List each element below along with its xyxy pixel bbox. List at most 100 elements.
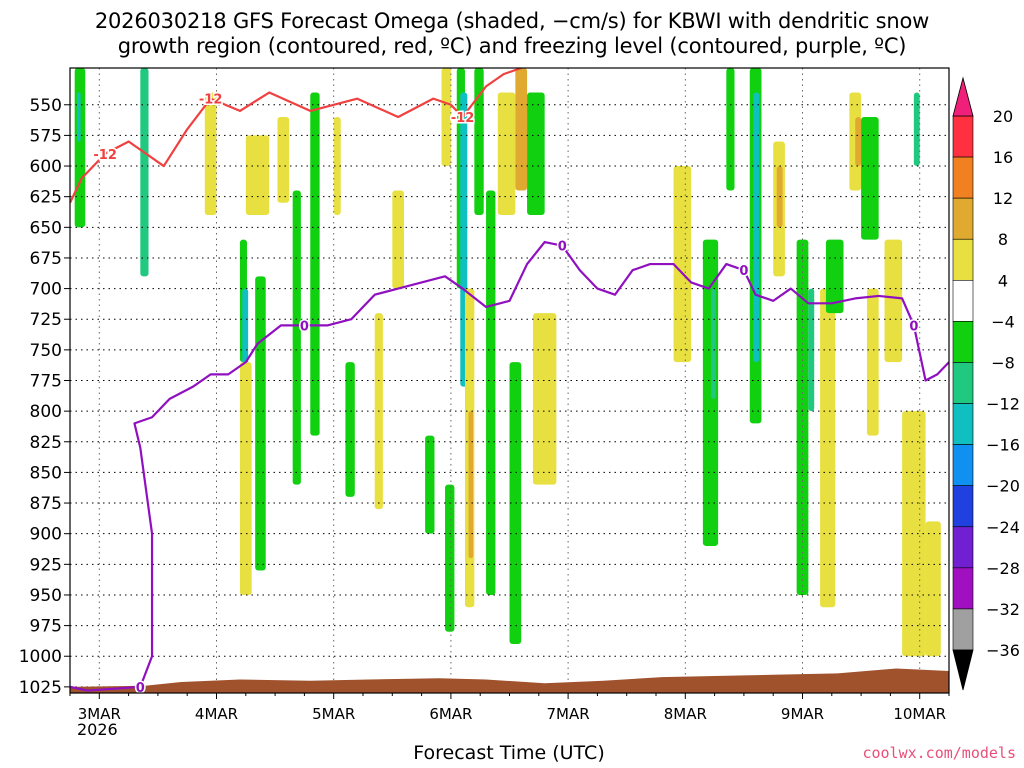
dgz-contour-label-0: -12 <box>93 148 117 163</box>
omega-feature-26 <box>509 362 522 644</box>
colorbar-label-3: 8 <box>998 230 1008 249</box>
omega-feature-22 <box>445 484 455 632</box>
colorbar-bin-2 <box>952 197 974 240</box>
x-axis: 3MAR 4MAR 5MAR 6MAR 7MAR 8MAR 9MAR 10MAR <box>69 693 950 723</box>
omega-feature-43 <box>855 117 862 167</box>
colorbar-bin-10 <box>952 526 974 569</box>
omega-feature-40 <box>820 288 836 608</box>
y-tick-label-550: 550 <box>30 96 62 116</box>
colorbar-label-1: 16 <box>993 148 1013 167</box>
y-tick-label-875: 875 <box>30 494 62 514</box>
omega-feature-8 <box>239 362 252 595</box>
x-tick-label-8: 8MAR <box>664 705 707 723</box>
omega-feature-6 <box>242 288 249 375</box>
omega-feature-3 <box>204 92 217 216</box>
omega-feature-33 <box>726 68 735 191</box>
contour-layer: -12 -12 -12 0 0 0 0 0 <box>70 68 949 696</box>
colorbar-label-10: −24 <box>986 518 1020 537</box>
y-tick-label-675: 675 <box>30 249 62 269</box>
colorbar-bin-8 <box>952 444 974 486</box>
freezing-contour-label-3: 0 <box>739 264 748 279</box>
omega-feature-4 <box>245 135 270 216</box>
colorbar: 20 16 12 8 4 −4 −8 −12 −16 −20 −24 −28 −32 −36 <box>952 76 1020 691</box>
freezing-contour-label-4: 0 <box>909 319 918 334</box>
colorbar-bin-7 <box>952 403 974 445</box>
x-tick-label-5: 5MAR <box>312 705 355 723</box>
omega-feature-28 <box>527 92 545 216</box>
x-axis-year-label: 2026 <box>77 720 118 739</box>
x-tick-label-9: 9MAR <box>781 705 824 723</box>
colorbar-label-4: 4 <box>998 271 1008 290</box>
colorbar-bin-5 <box>952 321 974 363</box>
y-tick-label-900: 900 <box>30 525 62 545</box>
omega-feature-2 <box>140 68 149 277</box>
omega-feature-27 <box>515 68 528 191</box>
y-tick-label-825: 825 <box>30 433 62 453</box>
omega-feature-21 <box>468 411 474 559</box>
omega-feature-46 <box>884 239 903 363</box>
omega-feature-16 <box>425 435 435 534</box>
omega-feature-10 <box>292 190 301 485</box>
y-tick-label-750: 750 <box>30 341 62 361</box>
colorbar-bin-9 <box>952 485 974 528</box>
colorbar-bin-6 <box>952 362 974 404</box>
omega-feature-0 <box>74 68 86 228</box>
colorbar-bin-11 <box>952 567 974 610</box>
omega-feature-13 <box>345 362 355 497</box>
freezing-contour-label-1: 0 <box>300 319 309 334</box>
omega-feature-44 <box>861 117 879 240</box>
colorbar-label-5: −4 <box>991 312 1015 331</box>
colorbar-bin-4 <box>952 280 974 322</box>
omega-feature-49 <box>925 521 941 657</box>
y-tick-label-650: 650 <box>30 218 62 238</box>
y-tick-label-800: 800 <box>30 402 62 422</box>
x-axis-title: Forecast Time (UTC) <box>413 742 605 764</box>
freezing-level-contour <box>70 240 949 692</box>
y-tick-label-625: 625 <box>30 188 62 208</box>
colorbar-label-9: −20 <box>986 477 1020 496</box>
y-tick-label-600: 600 <box>30 157 62 177</box>
colorbar-label-6: −8 <box>991 353 1015 372</box>
freezing-contour-label-0: 0 <box>136 681 145 696</box>
y-tick-label-975: 975 <box>30 617 62 637</box>
y-tick-label-850: 850 <box>30 463 62 483</box>
omega-feature-23 <box>474 68 484 216</box>
colorbar-label-8: −16 <box>986 436 1020 455</box>
colorbar-label-13: −36 <box>986 641 1020 660</box>
dgz-contour-label-1: -12 <box>199 93 223 108</box>
omega-feature-12 <box>333 117 341 216</box>
y-tick-label-1000: 1000 <box>19 647 62 667</box>
x-tick-label-3: 3MAR <box>78 705 121 723</box>
colorbar-label-2: 12 <box>993 189 1013 208</box>
colorbar-label-11: −28 <box>986 559 1020 578</box>
grid-layer <box>70 68 949 693</box>
y-tick-label-775: 775 <box>30 372 62 392</box>
omega-feature-48 <box>913 92 920 167</box>
y-tick-label-575: 575 <box>30 126 62 146</box>
colorbar-bin-3 <box>952 238 974 281</box>
colorbar-bin-1 <box>952 156 974 199</box>
omega-feature-9 <box>277 117 290 203</box>
omega-feature-29 <box>532 313 557 485</box>
y-axis: 550 575 600 625 650 675 700 725 750 775 800 825 850 8… <box>19 96 70 698</box>
omega-feature-38 <box>796 239 809 595</box>
omega-feature-1 <box>77 92 81 142</box>
colorbar-bottom-arrow <box>952 649 974 691</box>
surface-pressure-layer <box>70 668 949 693</box>
colorbar-label-12: −32 <box>986 600 1020 619</box>
omega-feature-24 <box>486 190 496 595</box>
colorbar-bin-0 <box>952 115 974 158</box>
dgz-contour-label-2: -12 <box>451 111 475 126</box>
colorbar-top-arrow <box>952 76 974 117</box>
omega-feature-25 <box>497 92 516 216</box>
x-tick-label-7: 7MAR <box>547 705 590 723</box>
omega-feature-17 <box>441 68 451 167</box>
source-credit: coolwx.com/models <box>862 744 1016 762</box>
omega-feature-45 <box>866 288 879 436</box>
surface-pressure-fill <box>70 668 949 693</box>
colorbar-bin-12 <box>952 608 974 651</box>
x-tick-label-6: 6MAR <box>429 705 472 723</box>
y-tick-label-925: 925 <box>30 555 62 575</box>
omega-feature-7 <box>255 276 266 571</box>
y-tick-label-950: 950 <box>30 586 62 606</box>
